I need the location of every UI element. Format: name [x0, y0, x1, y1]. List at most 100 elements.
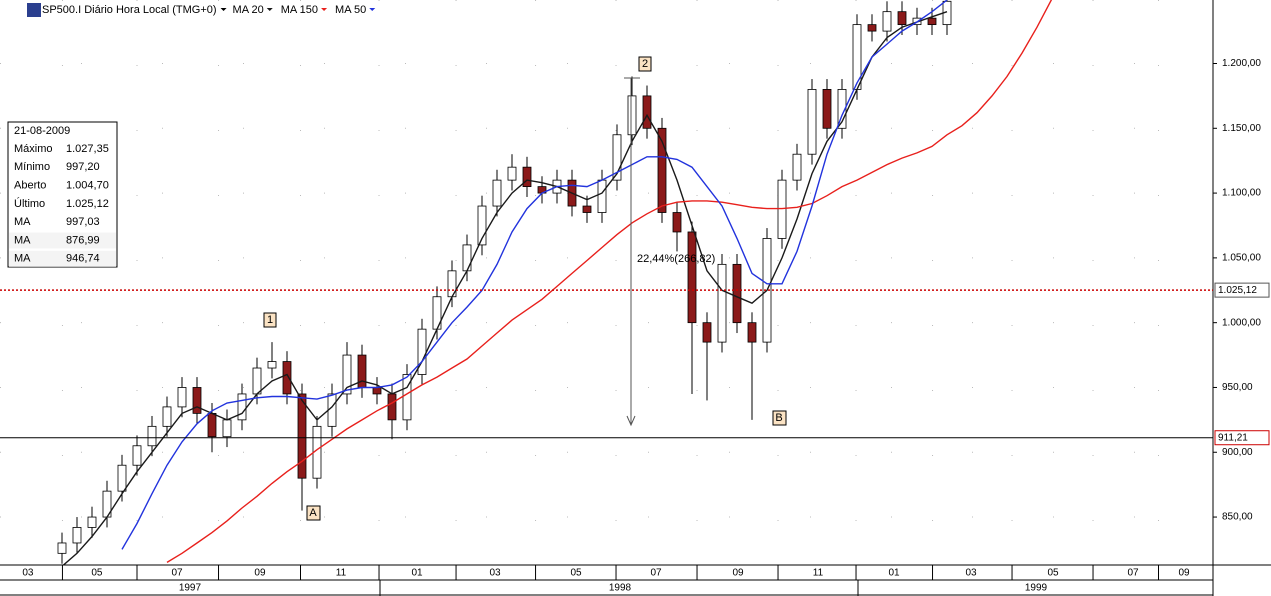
- instrument-icon: [27, 3, 41, 17]
- annotation-box: [638, 56, 652, 72]
- info-label: Máximo: [14, 143, 53, 155]
- measure-label: 22,44%(266,82): [637, 253, 715, 265]
- candle-body: [897, 11, 907, 26]
- candle-body: [852, 24, 862, 90]
- candle-body: [57, 542, 67, 554]
- info-panel-rows: 21-08-2009 Máximo 1.027,35 Mínimo 997,20 Aber…: [9, 125, 116, 267]
- x-tick-label: 03: [965, 568, 977, 579]
- info-value: 997,03: [66, 216, 100, 228]
- candle-body: [147, 425, 157, 447]
- candle-body: [792, 153, 802, 181]
- candle-body: [372, 387, 382, 395]
- candle-body: [582, 205, 592, 213]
- candle-body: [342, 354, 352, 395]
- candle-body: [132, 445, 142, 466]
- legend: MA 20 MA 150 MA 50: [220, 4, 376, 16]
- info-label: MA: [14, 253, 31, 265]
- candle-body: [927, 17, 937, 26]
- y-tick-label: 1.200,00: [1222, 58, 1261, 69]
- candle-body: [192, 387, 202, 414]
- annotation: A: [309, 507, 317, 519]
- candle-body: [237, 393, 247, 421]
- dropdown-arrow: [220, 8, 227, 11]
- x-tick-label: 09: [254, 568, 266, 579]
- candle-body: [282, 361, 292, 395]
- candle-body: [627, 95, 637, 136]
- x-tick-label: 11: [813, 568, 824, 579]
- x-tick-label: 09: [1178, 568, 1190, 579]
- annotation: 2: [642, 58, 648, 70]
- annotation-box: [306, 505, 321, 521]
- candle-body: [267, 361, 277, 369]
- candle-body: [297, 393, 307, 479]
- candle-body: [387, 393, 397, 421]
- candle-body: [687, 231, 697, 324]
- info-row-bg: [9, 250, 116, 267]
- legend-entry[interactable]: MA 50: [335, 4, 366, 16]
- info-label: Mínimo: [14, 161, 50, 173]
- legend-entry[interactable]: MA 20: [233, 4, 264, 16]
- x-tick-label: 05: [570, 568, 582, 579]
- info-date: 21-08-2009: [14, 125, 70, 137]
- price-label: 911,21: [1218, 432, 1248, 443]
- year-label: 1998: [609, 583, 632, 594]
- annotation: B: [775, 412, 782, 424]
- dropdown-arrow: [369, 8, 376, 11]
- info-value: 1.025,12: [66, 198, 109, 210]
- candle-body: [402, 374, 412, 421]
- y-tick-label: 900,00: [1222, 447, 1253, 458]
- legend-entry[interactable]: MA 150: [281, 4, 318, 16]
- ma-line: [121, 0, 948, 550]
- x-tick-label: 07: [650, 568, 662, 579]
- axes: 850,00 900,00 950,00 1.000,00 1.050,00 1.100,…: [22, 58, 1261, 594]
- candle-body: [732, 263, 742, 324]
- candle-body: [477, 205, 487, 246]
- candle-body: [807, 89, 817, 155]
- x-tick-label: 05: [91, 568, 103, 579]
- candle-body: [747, 322, 757, 343]
- year-label: 1997: [179, 583, 202, 594]
- x-tick-label: 07: [1127, 568, 1139, 579]
- annotation-box: [263, 312, 277, 328]
- info-value: 997,20: [66, 161, 100, 173]
- price-label-box: [1214, 282, 1270, 298]
- candle-body: [597, 179, 607, 213]
- y-tick-label: 1.100,00: [1222, 188, 1261, 199]
- candle-body: [222, 419, 232, 438]
- annotation: 1: [267, 314, 273, 326]
- candle-body: [462, 244, 472, 272]
- info-label: Aberto: [14, 180, 46, 192]
- x-tick-label: 11: [336, 568, 347, 579]
- candle-body: [507, 166, 517, 181]
- x-tick-label: 07: [171, 568, 183, 579]
- measure-arrowhead: [626, 415, 636, 427]
- candle-body: [672, 212, 682, 233]
- candle-body: [837, 89, 847, 129]
- info-label: Último: [14, 197, 45, 210]
- price-label: 1.025,12: [1218, 285, 1257, 296]
- candle-body: [717, 263, 727, 343]
- info-label: MA: [14, 216, 31, 228]
- ma-line: [166, 0, 1053, 563]
- candle-body: [177, 387, 187, 408]
- annotation-box: [772, 410, 787, 426]
- candle-body: [252, 367, 262, 395]
- y-tick-label: 950,00: [1222, 382, 1253, 393]
- info-value: 1.027,35: [66, 143, 109, 155]
- info-label: MA: [14, 234, 31, 246]
- x-tick-label: 09: [732, 568, 744, 579]
- plot-area: [57, 0, 1053, 565]
- info-row-bg: [9, 232, 116, 249]
- candle-body: [492, 179, 502, 207]
- info-value: 876,99: [66, 234, 100, 246]
- candle-body: [867, 24, 877, 32]
- y-tick-label: 1.050,00: [1222, 253, 1261, 264]
- candle-body: [612, 134, 622, 181]
- dropdown-arrow: [321, 8, 328, 11]
- instrument-title[interactable]: SP500.I Diário Hora Local (TMG+0): [42, 4, 217, 16]
- info-value: 1.004,70: [66, 180, 109, 192]
- year-label: 1999: [1025, 583, 1048, 594]
- x-tick-label: 05: [1047, 568, 1059, 579]
